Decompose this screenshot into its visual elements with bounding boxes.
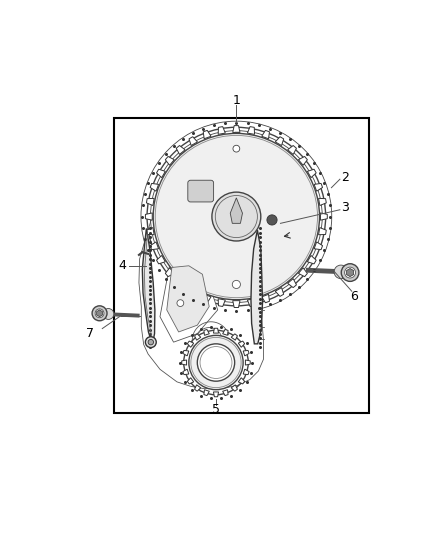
Circle shape xyxy=(92,306,107,321)
Text: 5: 5 xyxy=(212,403,220,416)
Polygon shape xyxy=(247,127,254,134)
FancyBboxPatch shape xyxy=(188,180,214,202)
Polygon shape xyxy=(167,266,209,332)
Polygon shape xyxy=(314,242,322,249)
Bar xyxy=(114,118,369,414)
Polygon shape xyxy=(238,378,245,384)
Circle shape xyxy=(334,265,348,279)
Circle shape xyxy=(145,337,156,348)
Polygon shape xyxy=(298,157,307,165)
Circle shape xyxy=(177,300,184,306)
Polygon shape xyxy=(307,255,316,264)
Polygon shape xyxy=(275,137,284,146)
Polygon shape xyxy=(321,213,327,220)
Polygon shape xyxy=(156,169,165,177)
Polygon shape xyxy=(288,146,297,155)
Polygon shape xyxy=(146,228,154,235)
Polygon shape xyxy=(150,183,159,191)
Polygon shape xyxy=(176,146,185,155)
Polygon shape xyxy=(218,127,225,134)
Polygon shape xyxy=(223,390,228,395)
Circle shape xyxy=(148,340,154,345)
Circle shape xyxy=(141,121,332,312)
Polygon shape xyxy=(231,334,237,340)
Circle shape xyxy=(233,146,240,152)
Circle shape xyxy=(103,309,114,319)
Polygon shape xyxy=(238,341,245,348)
Polygon shape xyxy=(165,157,174,165)
Text: 6: 6 xyxy=(350,290,358,303)
Polygon shape xyxy=(307,169,316,177)
Polygon shape xyxy=(156,255,165,264)
Polygon shape xyxy=(145,213,152,220)
Circle shape xyxy=(212,192,261,241)
Text: 2: 2 xyxy=(341,171,349,184)
Polygon shape xyxy=(182,360,187,365)
Polygon shape xyxy=(233,126,240,132)
Text: 3: 3 xyxy=(341,201,349,214)
Polygon shape xyxy=(218,298,225,306)
Polygon shape xyxy=(204,329,209,335)
Polygon shape xyxy=(318,198,326,206)
Polygon shape xyxy=(243,369,249,375)
Polygon shape xyxy=(189,137,198,146)
Polygon shape xyxy=(223,329,228,335)
Circle shape xyxy=(189,335,243,390)
Polygon shape xyxy=(204,390,209,395)
Polygon shape xyxy=(183,350,189,356)
Polygon shape xyxy=(139,219,264,389)
Polygon shape xyxy=(146,198,154,206)
Polygon shape xyxy=(150,242,159,249)
Polygon shape xyxy=(247,298,254,306)
Polygon shape xyxy=(251,230,262,344)
Polygon shape xyxy=(187,378,194,384)
Polygon shape xyxy=(176,279,185,288)
Circle shape xyxy=(232,280,240,288)
Polygon shape xyxy=(203,131,211,139)
Circle shape xyxy=(341,264,359,281)
Polygon shape xyxy=(165,268,174,277)
Text: 1: 1 xyxy=(233,94,240,107)
Polygon shape xyxy=(314,183,322,191)
Polygon shape xyxy=(243,350,249,356)
Polygon shape xyxy=(142,229,155,341)
Polygon shape xyxy=(298,268,307,277)
Polygon shape xyxy=(194,385,201,391)
Circle shape xyxy=(345,267,356,278)
Polygon shape xyxy=(233,301,240,308)
Circle shape xyxy=(267,215,277,225)
Polygon shape xyxy=(262,131,269,139)
Polygon shape xyxy=(213,392,219,397)
Polygon shape xyxy=(245,360,250,365)
Polygon shape xyxy=(183,369,189,375)
Polygon shape xyxy=(189,288,198,296)
Circle shape xyxy=(95,309,104,318)
Circle shape xyxy=(197,344,235,381)
Polygon shape xyxy=(262,294,269,303)
Circle shape xyxy=(153,133,320,300)
Polygon shape xyxy=(288,279,297,288)
Polygon shape xyxy=(230,198,243,223)
Polygon shape xyxy=(187,341,194,348)
Text: 4: 4 xyxy=(119,259,127,272)
Polygon shape xyxy=(194,334,201,340)
Polygon shape xyxy=(160,259,218,342)
Polygon shape xyxy=(213,328,219,333)
Polygon shape xyxy=(275,288,284,296)
Polygon shape xyxy=(203,294,211,303)
Polygon shape xyxy=(231,385,237,391)
Polygon shape xyxy=(318,228,326,235)
Text: 7: 7 xyxy=(86,327,95,340)
